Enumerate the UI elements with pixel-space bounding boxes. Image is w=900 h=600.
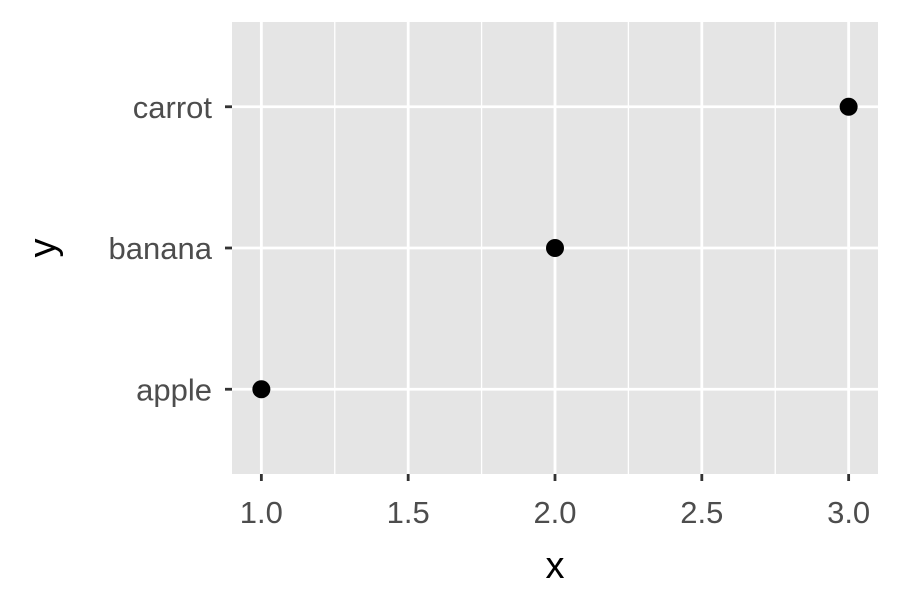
x-tick-label: 2.5: [680, 495, 723, 530]
y-axis-title: y: [22, 239, 64, 258]
data-point: [546, 239, 564, 257]
y-tick-label: carrot: [133, 90, 213, 125]
x-tick-label: 1.0: [240, 495, 283, 530]
data-point: [252, 380, 271, 399]
y-tick-label: apple: [136, 372, 212, 407]
x-axis: 1.0 1.5 2.0 2.5 3.0: [240, 474, 870, 530]
x-tick-label: 1.5: [387, 495, 430, 530]
x-axis-title: x: [546, 545, 565, 587]
x-tick-label: 2.0: [533, 495, 576, 530]
y-axis: apple banana carrot: [109, 90, 232, 407]
data-point: [839, 97, 858, 116]
y-tick-label: banana: [109, 231, 213, 266]
x-tick-label: 3.0: [827, 495, 870, 530]
data-points: [252, 97, 858, 399]
